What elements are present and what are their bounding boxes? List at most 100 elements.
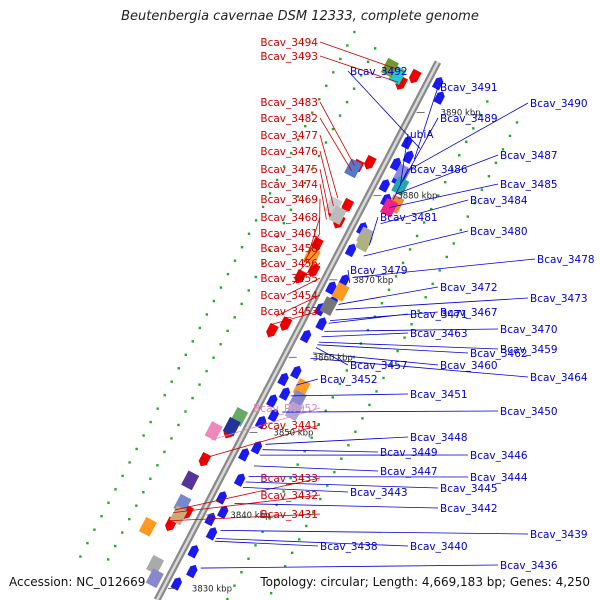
feature-dot bbox=[128, 461, 131, 464]
gene-label-right[interactable]: Bcav_3473 bbox=[530, 293, 588, 305]
gene-label-right[interactable]: Bcav_3440 bbox=[410, 541, 468, 553]
gene-label-left[interactable]: Bcav_3493 bbox=[260, 51, 318, 63]
leader-line bbox=[338, 286, 439, 305]
gene-label-left[interactable]: Bcav_3475 bbox=[260, 164, 318, 176]
gene-label-left[interactable]: Bcav_3469 bbox=[260, 194, 318, 206]
leader-line bbox=[214, 540, 319, 547]
gene-label-right[interactable]: Bcav_3447 bbox=[380, 466, 438, 478]
feature-dot bbox=[465, 140, 468, 144]
gene-arrow bbox=[402, 150, 414, 165]
gene-label-right[interactable]: Bcav_3484 bbox=[470, 195, 528, 207]
gene-arrow bbox=[250, 441, 263, 455]
feature-dot bbox=[387, 288, 391, 291]
gene-label-left[interactable]: Bcav_3461 bbox=[260, 228, 318, 240]
gene-label-right[interactable]: Bcav_3450 bbox=[500, 406, 558, 418]
gene-label-right[interactable]: Bcav_3444 bbox=[470, 472, 528, 484]
feature-dot bbox=[107, 558, 110, 561]
feature-dot bbox=[240, 571, 243, 574]
gene-label-left[interactable]: Bcav_3477 bbox=[260, 130, 318, 142]
gene-label-right[interactable]: Bcav_3463 bbox=[410, 328, 468, 340]
gene-label-right[interactable]: Bcav_3442 bbox=[440, 503, 498, 515]
gene-label-right[interactable]: Bcav_3472 bbox=[440, 282, 498, 294]
gene-label-right[interactable]: Bcav_3490 bbox=[530, 98, 588, 110]
gene-label-right[interactable]: Bcav_3443 bbox=[350, 487, 408, 499]
gene-label-left[interactable]: Bcav_3458 bbox=[260, 243, 318, 255]
gene-label-right[interactable]: Bcav_3471 bbox=[410, 309, 468, 321]
gene-label-right[interactable]: Bcav_3457 bbox=[350, 360, 408, 372]
gene-label-right[interactable]: Bcav_3449 bbox=[380, 447, 438, 459]
feature-dot bbox=[436, 194, 440, 197]
feature-dot bbox=[205, 313, 209, 316]
gene-label-right[interactable]: Bcav_3451 bbox=[410, 389, 468, 401]
feature-dot bbox=[240, 302, 243, 306]
gene-arrow bbox=[294, 269, 307, 284]
gene-label-right[interactable]: Bcav_3436 bbox=[500, 560, 558, 572]
gene-label-right[interactable]: Bcav_3448 bbox=[410, 432, 468, 444]
feature-dot bbox=[212, 356, 215, 359]
feature-dot bbox=[86, 541, 89, 545]
gene-label-right[interactable]: Bcav_3492 bbox=[350, 66, 408, 78]
feature-dot bbox=[501, 148, 505, 151]
feature-dot bbox=[346, 44, 349, 47]
gene-arrow bbox=[187, 545, 199, 559]
gene-label-left[interactable]: Bcav_3455 bbox=[260, 273, 318, 285]
gene-block bbox=[331, 281, 350, 302]
gene-label-left[interactable]: Bcav_3482 bbox=[260, 113, 318, 125]
feature-dot bbox=[304, 124, 307, 128]
gene-label-right[interactable]: Bcav_3481 bbox=[380, 212, 438, 224]
gene-label-left[interactable]: Bcav_3483 bbox=[260, 97, 318, 109]
gene-label-right[interactable]: Bcav_3464 bbox=[530, 372, 588, 384]
gene-label-right[interactable]: Bcav_3470 bbox=[500, 324, 558, 336]
gene-label-left[interactable]: Bcav_R0052 bbox=[253, 403, 318, 415]
feature-dot bbox=[163, 393, 166, 397]
gene-label-right[interactable]: Bcav_3445 bbox=[440, 483, 498, 495]
gene-label-right[interactable]: Bcav_3460 bbox=[440, 360, 498, 372]
feature-dot bbox=[219, 286, 223, 289]
leader-line bbox=[315, 347, 349, 366]
gene-label-right[interactable]: Bcav_3478 bbox=[537, 254, 595, 266]
gene-label-left[interactable]: Bcav_3456 bbox=[260, 258, 318, 270]
gene-label-right[interactable]: ubiA bbox=[410, 129, 434, 141]
gene-label-left[interactable]: Bcav_3454 bbox=[260, 290, 318, 302]
gene-label-left[interactable]: Bcav_3474 bbox=[260, 179, 318, 191]
gene-label-right[interactable]: Bcav_3462 bbox=[470, 348, 528, 360]
gene-label-left[interactable]: Bcav_3494 bbox=[260, 37, 318, 49]
gene-label-left[interactable]: Bcav_3468 bbox=[260, 212, 318, 224]
gene-label-right[interactable]: Bcav_3486 bbox=[410, 164, 468, 176]
feature-dot bbox=[422, 221, 426, 224]
feature-dot bbox=[486, 100, 489, 103]
gene-arrow bbox=[341, 197, 355, 213]
gene-label-left[interactable]: Bcav_3453 bbox=[260, 306, 318, 318]
gene-label-right[interactable]: Bcav_3467 bbox=[440, 307, 498, 319]
gene-label-right[interactable]: Bcav_3485 bbox=[500, 179, 558, 191]
gene-label-left[interactable]: Bcav_3433 bbox=[260, 473, 318, 485]
gene-label-right[interactable]: Bcav_3452 bbox=[320, 374, 378, 386]
feature-dot bbox=[394, 275, 398, 278]
gene-arrow bbox=[198, 451, 212, 467]
feature-dot bbox=[100, 515, 103, 518]
feature-dot bbox=[268, 192, 272, 195]
leader-line bbox=[254, 465, 379, 472]
feature-dot bbox=[359, 74, 363, 77]
gene-label-left[interactable]: Bcav_3432 bbox=[260, 490, 318, 502]
gene-label-left[interactable]: Bcav_3431 bbox=[260, 509, 318, 521]
feature-dot bbox=[303, 449, 306, 453]
feature-dot bbox=[473, 201, 477, 205]
gene-label-right[interactable]: Bcav_3489 bbox=[440, 113, 498, 125]
gene-label-right[interactable]: Bcav_3487 bbox=[500, 150, 558, 162]
gene-label-right[interactable]: Bcav_3438 bbox=[320, 541, 378, 553]
gene-label-right[interactable]: Bcav_3491 bbox=[440, 82, 498, 94]
gene-label-right[interactable]: Bcav_3439 bbox=[530, 529, 588, 541]
kbp-tick-label: 3890 kbp bbox=[441, 109, 481, 119]
gene-label-right[interactable]: Bcav_3479 bbox=[350, 265, 408, 277]
gene-label-left[interactable]: Bcav_3476 bbox=[260, 146, 318, 158]
gene-label-right[interactable]: Bcav_3480 bbox=[470, 226, 528, 238]
feature-dot bbox=[107, 501, 110, 504]
gene-label-left[interactable]: Bcav_3441 bbox=[260, 420, 318, 432]
leader-line bbox=[352, 258, 536, 278]
leader-line bbox=[211, 407, 321, 441]
feature-dot bbox=[289, 151, 293, 155]
gene-label-right[interactable]: Bcav_3459 bbox=[500, 344, 558, 356]
kbp-ticks: 3890 kbp 3880 kbp 3870 kbp 3860 kbp 3850 kbp… bbox=[167, 109, 481, 595]
gene-label-right[interactable]: Bcav_3446 bbox=[470, 450, 528, 462]
